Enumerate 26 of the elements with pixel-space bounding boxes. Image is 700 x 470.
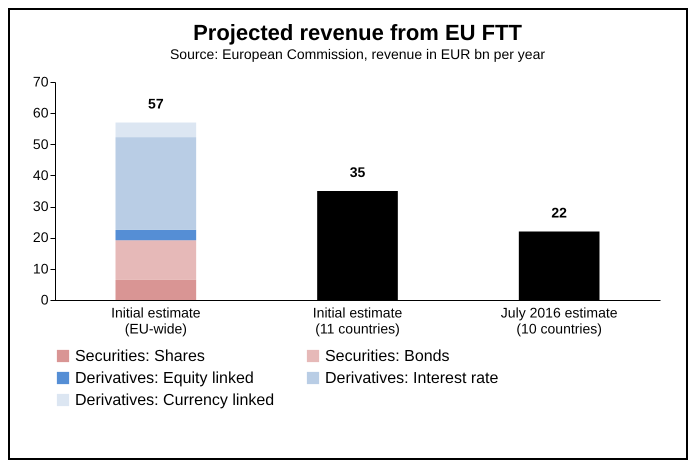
legend-label: Derivatives: Interest rate	[325, 370, 498, 387]
bar	[116, 230, 196, 240]
y-tick-label: 30	[32, 198, 49, 214]
x-tick-label: Initial estimate (EU-wide)	[111, 304, 201, 336]
legend-label: Derivatives: Equity linked	[75, 370, 254, 387]
legend-label: Derivatives: Currency linked	[75, 392, 274, 409]
y-tick-label: 20	[32, 229, 49, 246]
y-tick-label: 70	[32, 74, 49, 90]
y-tick-label: 10	[32, 260, 49, 276]
total-label: 35	[350, 164, 366, 180]
x-tick-label: July 2016 estimate (10 countries)	[500, 304, 618, 336]
y-tick-label: 50	[32, 136, 49, 152]
total-label: 57	[148, 95, 164, 112]
bar	[116, 137, 196, 230]
y-tick-label: 60	[32, 104, 49, 121]
legend-label: Securities: Shares	[75, 348, 205, 365]
legend-label: Securities: Bonds	[325, 348, 450, 365]
y-tick-label: 40	[32, 166, 49, 183]
x-tick-label: Initial estimate (11 countries)	[312, 304, 402, 336]
chart-title: Projected revenue from EU FTT	[193, 20, 522, 45]
total-label: 22	[551, 204, 568, 220]
bar	[116, 280, 196, 300]
y-tick-label: 0	[40, 292, 49, 308]
chart-subtitle: Source: European Commission, revenue in EUR bn per year	[170, 46, 546, 62]
bar	[116, 122, 196, 138]
bar	[116, 240, 196, 280]
